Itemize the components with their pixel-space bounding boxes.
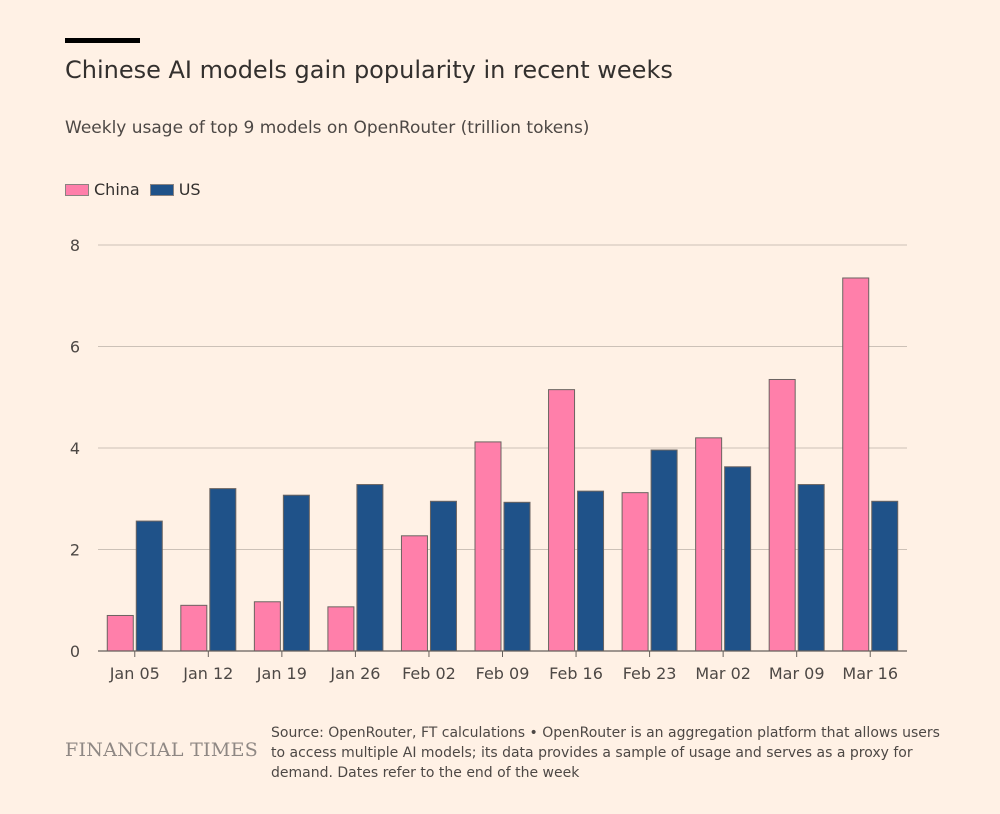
legend-swatch-us: [149, 183, 174, 196]
x-tick-label: Feb 23: [623, 664, 677, 683]
legend-label-us: US: [178, 180, 201, 199]
legend-item-us: US: [149, 180, 201, 199]
bar-us-jan-12: [209, 488, 237, 652]
bar-china-feb-02: [400, 535, 428, 652]
x-tick-label: Feb 16: [549, 664, 603, 683]
y-tick-label: 0: [70, 642, 80, 661]
x-tick-label: Jan 19: [256, 664, 307, 683]
y-tick-label: 6: [70, 338, 80, 357]
x-tick-label: Jan 05: [109, 664, 160, 683]
bar-us-feb-16: [577, 490, 605, 652]
bar-china-jan-12: [180, 604, 208, 652]
bar-china-jan-05: [106, 614, 134, 652]
legend: China US: [65, 180, 211, 199]
x-tick-label: Mar 02: [695, 664, 751, 683]
x-tick-label: Jan 12: [182, 664, 233, 683]
y-tick-label: 4: [70, 439, 80, 458]
x-tick-label: Feb 02: [402, 664, 456, 683]
bar-china-feb-16: [548, 389, 576, 652]
bar-us-feb-02: [429, 500, 457, 652]
bar-china-feb-23: [621, 492, 649, 652]
bar-us-feb-09: [503, 501, 531, 652]
x-tick-label: Mar 09: [769, 664, 825, 683]
bar-china-jan-26: [327, 606, 355, 652]
x-tick-label: Mar 16: [842, 664, 898, 683]
chart-subtitle: Weekly usage of top 9 models on OpenRout…: [65, 118, 590, 138]
y-tick-label: 8: [70, 236, 80, 255]
bar-us-jan-05: [135, 520, 163, 652]
header-rule: [65, 38, 140, 43]
ft-logo: FINANCIAL TIMES: [65, 739, 259, 761]
legend-item-china: China: [65, 180, 140, 199]
bar-china-mar-16: [842, 277, 870, 652]
bar-us-mar-02: [724, 466, 752, 652]
x-tick-label: Jan 26: [329, 664, 380, 683]
legend-label-china: China: [94, 180, 140, 199]
bar-china-mar-09: [768, 378, 796, 652]
bar-us-mar-16: [871, 500, 899, 652]
chart-title: Chinese AI models gain popularity in rec…: [65, 56, 673, 84]
bar-china-jan-19: [253, 601, 281, 652]
bar-us-mar-09: [797, 484, 825, 652]
bar-china-mar-02: [695, 437, 723, 652]
legend-swatch-china: [65, 183, 89, 196]
source-note: Source: OpenRouter, FT calculations • Op…: [271, 725, 940, 781]
bar-us-feb-23: [650, 449, 678, 652]
bar-us-jan-26: [356, 484, 384, 652]
y-tick-label: 2: [70, 541, 80, 560]
x-tick-label: Feb 09: [476, 664, 530, 683]
bar-china-feb-09: [474, 441, 502, 652]
bar-us-jan-19: [282, 494, 310, 652]
